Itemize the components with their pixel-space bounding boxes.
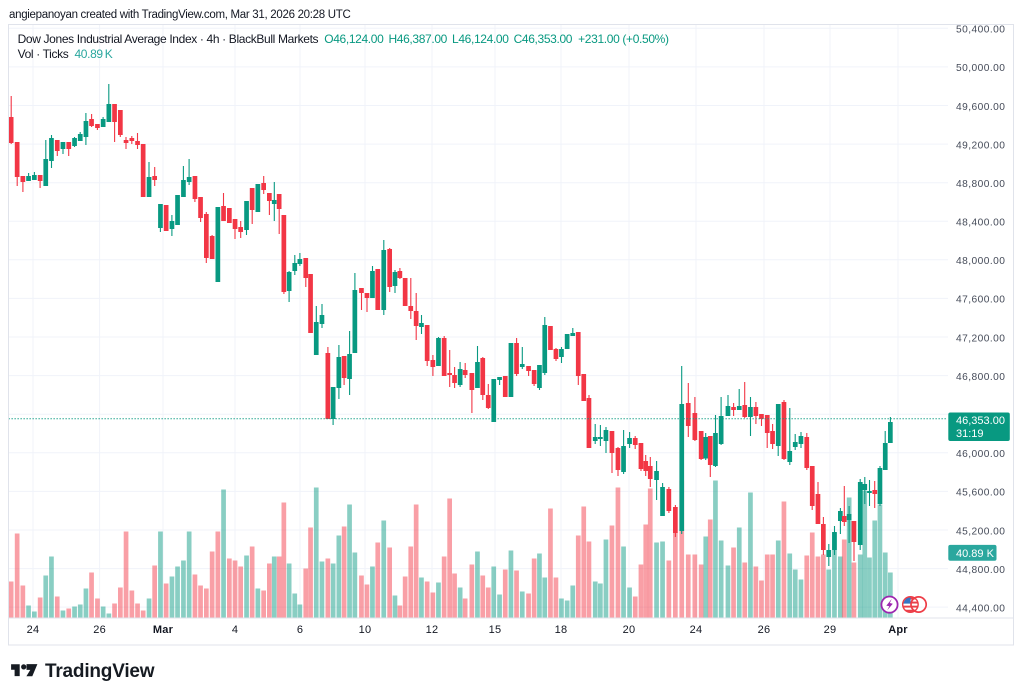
svg-text:48,400.00: 48,400.00 [956,218,1005,229]
svg-text:20: 20 [623,624,636,636]
svg-text:26: 26 [93,624,106,636]
svg-text:6: 6 [297,624,303,636]
svg-text:50,000.00: 50,000.00 [956,63,1005,74]
svg-text:24: 24 [690,624,703,636]
svg-text:48,800.00: 48,800.00 [956,179,1005,190]
svg-text:47,200.00: 47,200.00 [956,333,1005,344]
svg-text:4: 4 [232,624,238,636]
svg-text:31:19: 31:19 [956,428,984,440]
svg-text:45,600.00: 45,600.00 [956,488,1005,499]
svg-text:49,600.00: 49,600.00 [956,102,1005,113]
svg-text:49,200.00: 49,200.00 [956,140,1005,151]
svg-text:40.89 K: 40.89 K [956,548,995,560]
svg-text:44,400.00: 44,400.00 [956,603,1005,614]
svg-text:45,200.00: 45,200.00 [956,526,1005,537]
svg-text:26: 26 [758,624,771,636]
svg-text:angiepanoyan created with Trad: angiepanoyan created with TradingView.co… [9,9,350,21]
svg-text:24: 24 [27,624,40,636]
svg-text:15: 15 [489,624,502,636]
svg-text:44,800.00: 44,800.00 [956,565,1005,576]
svg-text:TradingView: TradingView [45,661,155,682]
svg-text:29: 29 [824,624,837,636]
svg-text:48,000.00: 48,000.00 [956,256,1005,267]
svg-text:46,353.00: 46,353.00 [956,415,1005,427]
svg-text:47,600.00: 47,600.00 [956,295,1005,306]
svg-text:10: 10 [359,624,372,636]
svg-text:12: 12 [426,624,439,636]
svg-text:Dow Jones Industrial Average I: Dow Jones Industrial Average Index · 4h … [18,32,669,46]
svg-text:50,400.00: 50,400.00 [956,25,1005,36]
svg-text:46,800.00: 46,800.00 [956,372,1005,383]
svg-text:18: 18 [555,624,568,636]
svg-text:Apr: Apr [888,624,908,636]
svg-text:Mar: Mar [153,624,174,636]
svg-text:46,000.00: 46,000.00 [956,449,1005,460]
